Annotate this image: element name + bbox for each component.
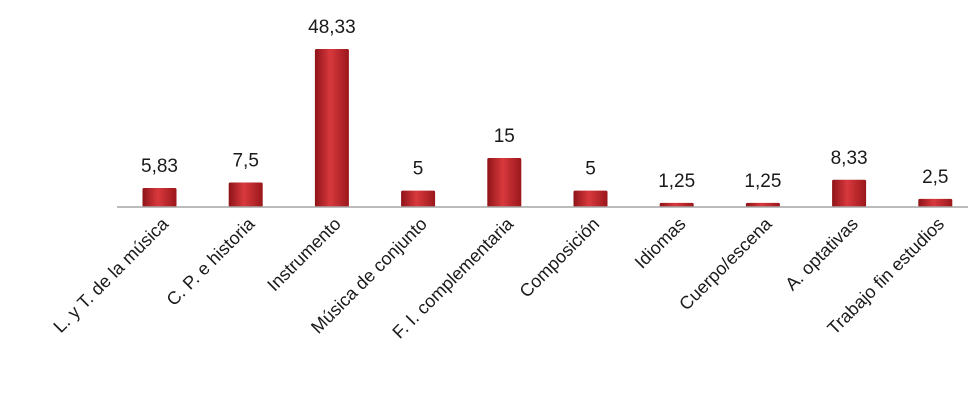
value-labels-layer: 5,83 7,5 48,33 5 15 5 1,25 1,25 8,33 2,5 xyxy=(141,17,949,192)
data-label-5: 15 xyxy=(494,126,515,147)
data-label-6: 5 xyxy=(585,159,596,180)
category-label-2: C. P. e historia xyxy=(163,213,260,310)
data-label-4: 5 xyxy=(413,159,424,180)
category-label-1: L. y T. de la música xyxy=(49,213,173,337)
bar-1 xyxy=(142,187,177,207)
bar-9 xyxy=(832,179,867,207)
data-label-2: 7,5 xyxy=(232,150,258,171)
data-label-10: 2,5 xyxy=(922,167,948,188)
bar-7 xyxy=(659,202,694,207)
bar-10 xyxy=(918,198,953,207)
data-label-9: 8,33 xyxy=(831,148,868,169)
category-label-9: A. optativas xyxy=(781,214,862,295)
bars-layer xyxy=(142,49,953,207)
category-label-6: Composición xyxy=(516,214,604,302)
data-label-3: 48,33 xyxy=(308,17,356,38)
data-label-8: 1,25 xyxy=(744,171,781,192)
category-label-8: Cuerpo/escena xyxy=(675,213,776,314)
category-label-7: Idiomas xyxy=(631,214,690,273)
data-label-7: 1,25 xyxy=(658,171,695,192)
bar-4 xyxy=(401,190,436,207)
bar-5 xyxy=(487,157,522,207)
bar-3 xyxy=(314,49,349,207)
bar-8 xyxy=(745,202,780,207)
bar-2 xyxy=(228,182,263,207)
bar-6 xyxy=(573,190,608,207)
data-label-1: 5,83 xyxy=(141,156,178,177)
category-label-3: Instrumento xyxy=(263,214,344,295)
